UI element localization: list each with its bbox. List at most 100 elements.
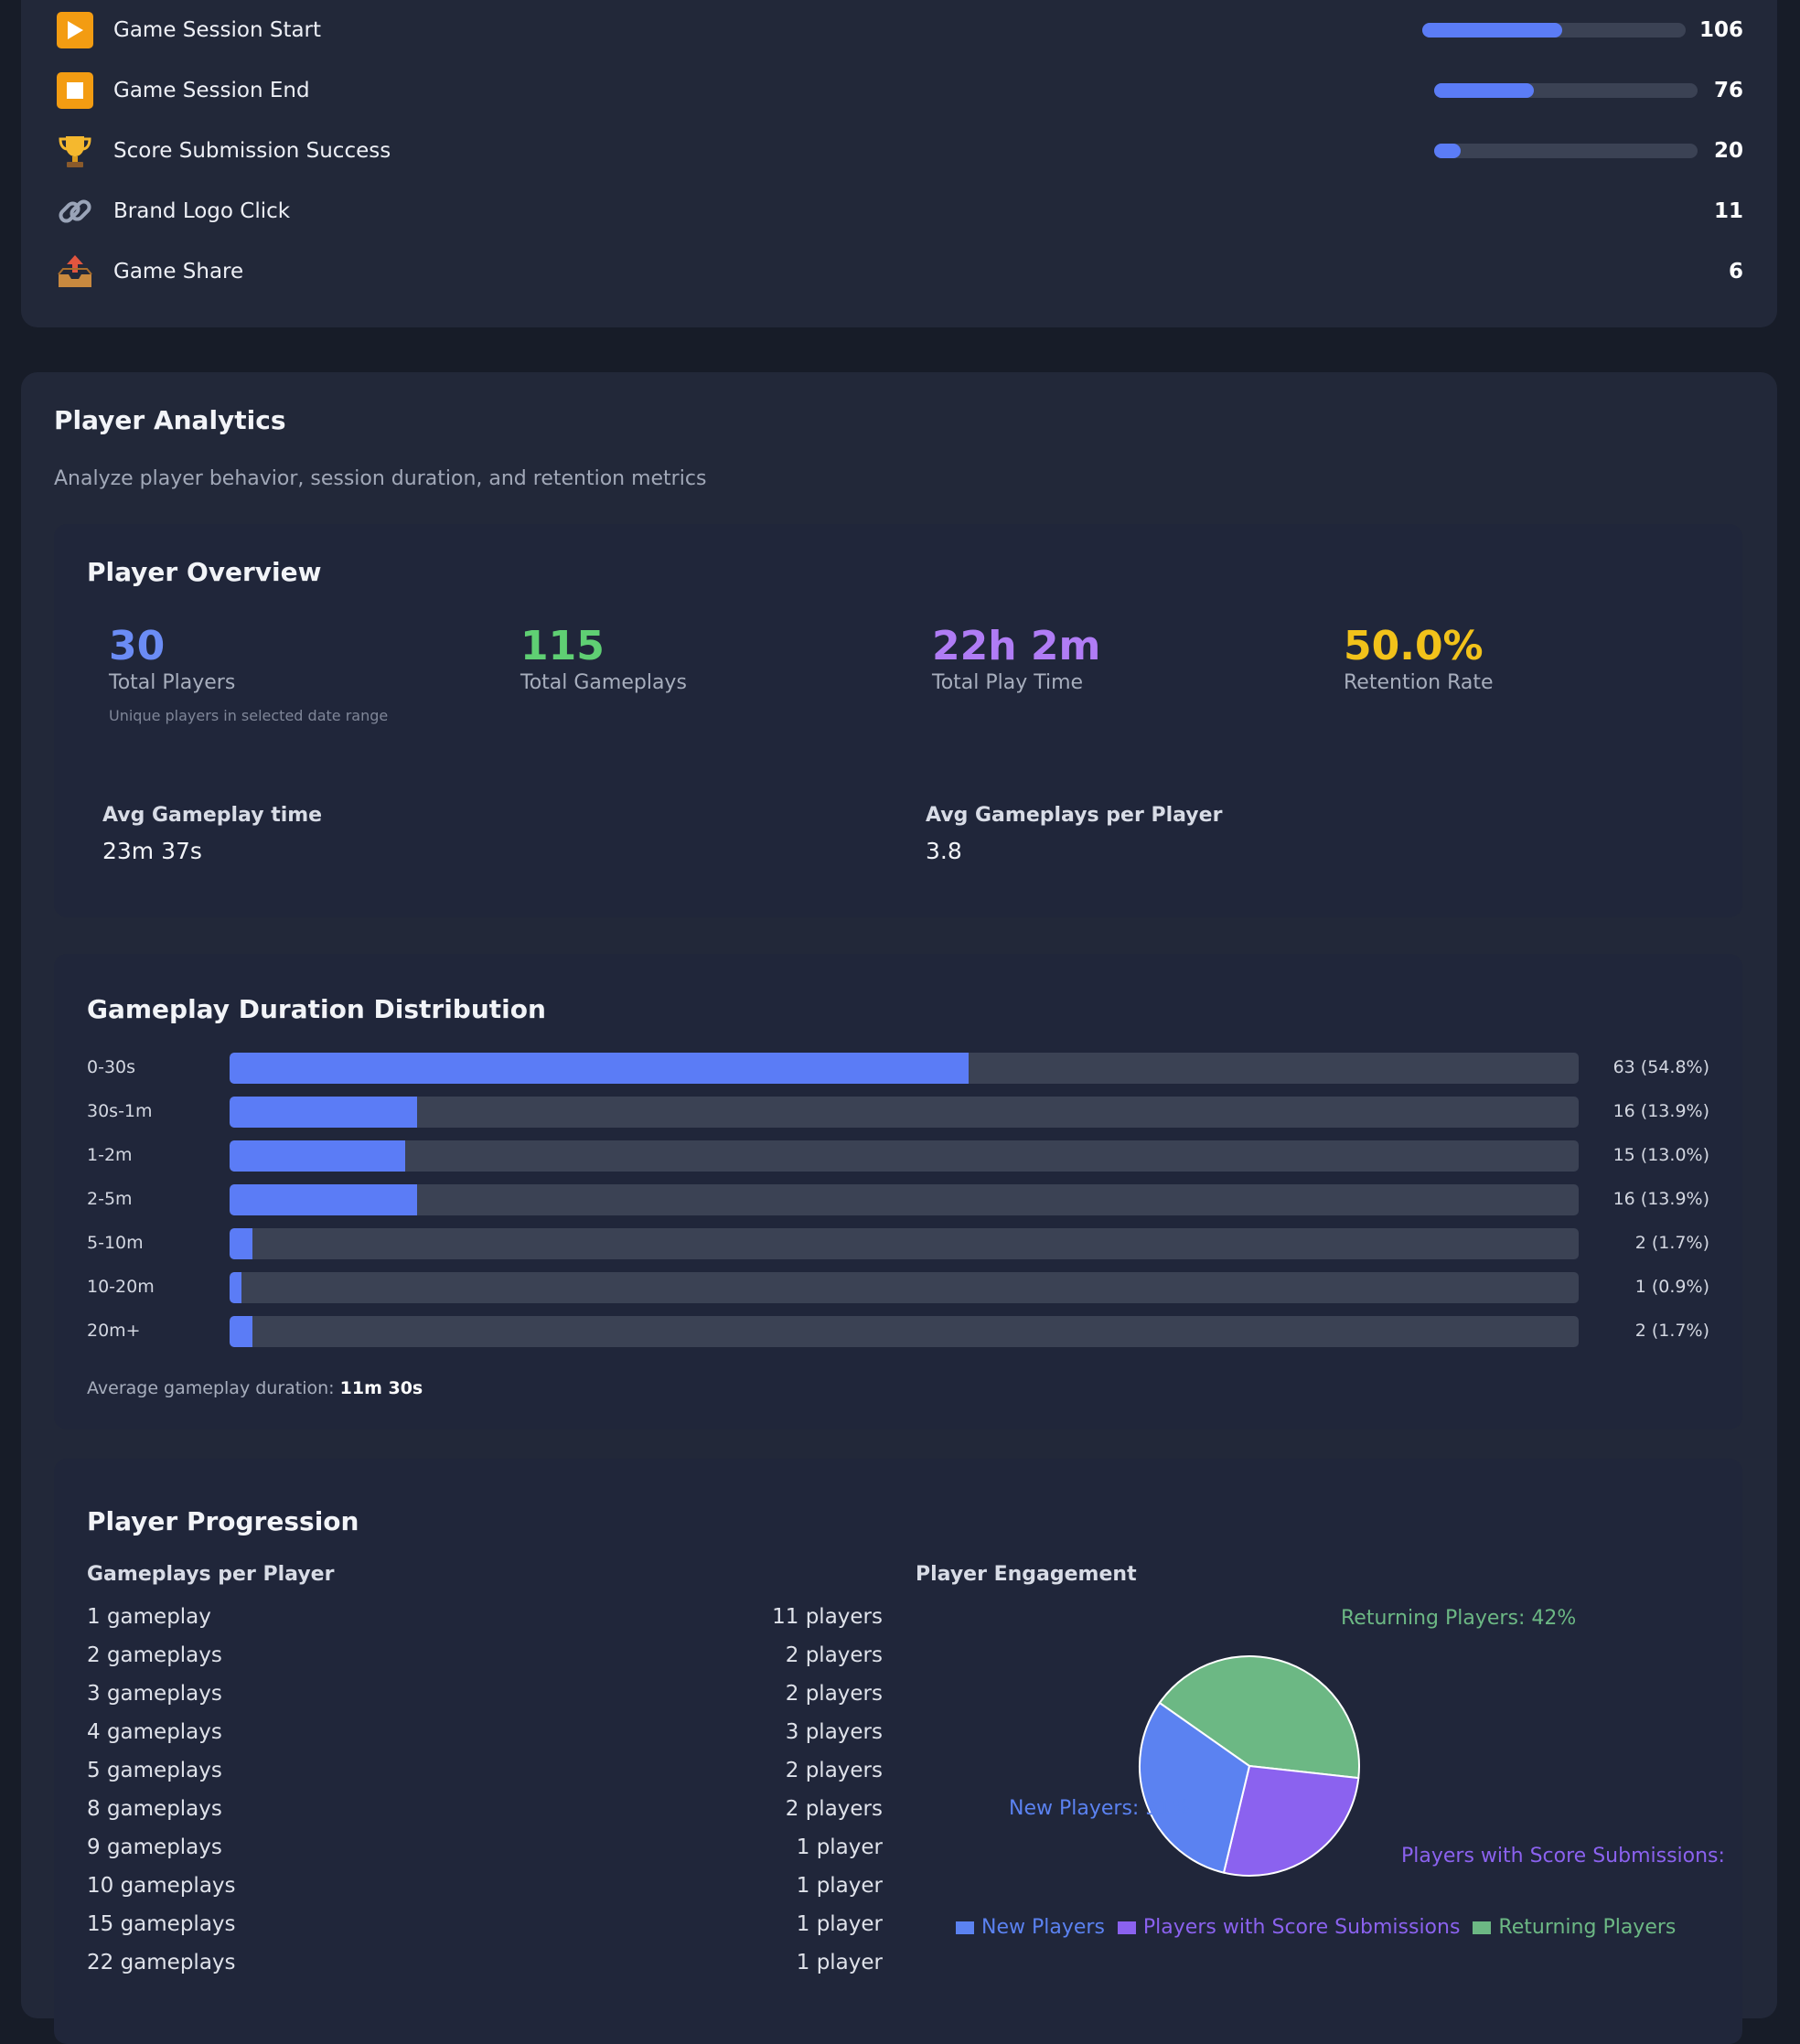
list-item: 1 gameplay 11 players (87, 1605, 883, 1636)
event-progress-bar (1434, 144, 1698, 158)
duration-range: 20m+ (87, 1321, 141, 1341)
event-progress-bar (1434, 83, 1698, 98)
avg-gameplays-per-player: Avg Gameplays per Player 3.8 (926, 804, 1222, 864)
stat-retention-rate: 50.0% Retention Rate (1344, 623, 1746, 694)
gameplay-count: 22 gameplays (87, 1951, 236, 1974)
player-progression-panel: Player Progression Gameplays per Player … (54, 1459, 1742, 2044)
duration-value: 15 (13.0%) (1612, 1145, 1709, 1165)
pie-slice-returning[interactable] (1158, 1655, 1360, 1780)
gameplay-count: 10 gameplays (87, 1874, 236, 1898)
legend-label: Players with Score Submissions (1142, 1916, 1461, 1939)
legend-label: Returning Players (1498, 1916, 1677, 1939)
event-progress-bar (1422, 23, 1686, 37)
player-count: 2 players (785, 1797, 883, 1821)
duration-range: 30s-1m (87, 1101, 153, 1121)
stat-value: 115 (520, 623, 605, 669)
duration-bar-fill (230, 1097, 418, 1128)
duration-range: 1-2m (87, 1145, 133, 1165)
player-count: 3 players (785, 1720, 883, 1744)
event-progress-fill (1434, 83, 1535, 98)
player-analytics-card: Player Analytics Analyze player behavior… (21, 372, 1777, 2044)
pie-slice-score-submissions[interactable] (1222, 1764, 1360, 1877)
duration-row: 10-20m 1 (0.9%) (87, 1272, 1709, 1303)
stat-total-gameplays: 115 Total Gameplays (520, 623, 923, 694)
section-title: Player Analytics (54, 405, 286, 435)
stat-label: Total Players (109, 671, 236, 694)
gameplay-count: 9 gameplays (87, 1835, 222, 1859)
stat-label: Retention Rate (1344, 671, 1494, 694)
duration-row: 1-2m 15 (13.0%) (87, 1140, 1709, 1172)
duration-value: 2 (1.7%) (1634, 1233, 1709, 1253)
avg-label: Avg Gameplays per Player (926, 804, 1223, 827)
stat-value: 30 (109, 623, 166, 669)
list-item: 15 gameplays 1 player (87, 1912, 883, 1943)
player-count: 1 player (796, 1912, 883, 1936)
legend-item-returning[interactable]: Returning Players (1473, 1916, 1676, 1939)
event-row: Game Session Start 106 (55, 5, 1743, 56)
panel-title: Gameplay Duration Distribution (87, 994, 546, 1024)
stat-value: 22h 2m (932, 623, 1101, 669)
play-icon (55, 10, 95, 50)
gameplay-count: 5 gameplays (87, 1759, 222, 1782)
gameplay-count: 2 gameplays (87, 1643, 222, 1667)
player-count: 1 player (796, 1835, 883, 1859)
engagement-pie-chart (1139, 1655, 1360, 1877)
list-item: 5 gameplays 2 players (87, 1759, 883, 1790)
event-row: Brand Logo Click 11 (55, 186, 1743, 237)
pie-legend: New Players Players with Score Submissio… (956, 1916, 1688, 1939)
pie-slice-new[interactable] (1139, 1701, 1251, 1874)
gameplays-per-player-header: Gameplays per Player (87, 1563, 335, 1586)
stat-note: Unique players in selected date range (109, 707, 389, 724)
event-row: Score Submission Success 20 (55, 125, 1743, 177)
duration-range: 0-30s (87, 1057, 136, 1077)
stat-label: Total Play Time (932, 671, 1084, 694)
section-subtitle: Analyze player behavior, session duratio… (54, 467, 707, 490)
event-label: Game Share (113, 260, 244, 284)
avg-value: 23m 37s (102, 838, 202, 864)
trophy-icon (55, 131, 95, 171)
gameplay-count: 15 gameplays (87, 1912, 236, 1936)
legend-label: New Players (981, 1916, 1105, 1939)
duration-bar-track (230, 1272, 1579, 1303)
player-count: 1 player (796, 1951, 883, 1974)
duration-row: 20m+ 2 (1.7%) (87, 1316, 1709, 1347)
average-duration: Average gameplay duration: 11m 30s (87, 1378, 423, 1398)
average-duration-value: 11m 30s (339, 1378, 423, 1398)
duration-row: 30s-1m 16 (13.9%) (87, 1097, 1709, 1128)
duration-bar-fill (230, 1184, 418, 1215)
duration-range: 10-20m (87, 1277, 155, 1297)
player-count: 2 players (785, 1759, 883, 1782)
list-item: 2 gameplays 2 players (87, 1643, 883, 1675)
event-label: Game Session Start (113, 18, 322, 42)
duration-row: 0-30s 63 (54.8%) (87, 1053, 1709, 1084)
duration-bar-fill (230, 1272, 242, 1303)
legend-item-new[interactable]: New Players (956, 1916, 1105, 1939)
player-count: 2 players (785, 1682, 883, 1706)
event-count: 11 (1713, 199, 1743, 223)
panel-title: Player Overview (87, 557, 322, 587)
duration-bar-fill (230, 1140, 405, 1172)
stat-value: 50.0% (1344, 623, 1484, 669)
list-item: 4 gameplays 3 players (87, 1720, 883, 1751)
duration-distribution-panel: Gameplay Duration Distribution 0-30s 63 (… (54, 954, 1742, 1429)
duration-value: 2 (1.7%) (1634, 1321, 1709, 1341)
player-overview-panel: Player Overview 30 Total Players Unique … (54, 524, 1742, 917)
list-item: 22 gameplays 1 player (87, 1951, 883, 1982)
duration-range: 2-5m (87, 1189, 133, 1209)
player-count: 2 players (785, 1643, 883, 1667)
stat-total-play-time: 22h 2m Total Play Time (932, 623, 1334, 694)
panel-title: Player Progression (87, 1506, 359, 1536)
link-icon (55, 191, 95, 231)
duration-row: 2-5m 16 (13.9%) (87, 1184, 1709, 1215)
event-count: 6 (1728, 260, 1743, 284)
avg-value: 3.8 (926, 838, 962, 864)
pie-label-score-submissions: Players with Score Submissions: (1401, 1845, 1725, 1867)
duration-bar-track (230, 1140, 1579, 1172)
player-count: 11 players (772, 1605, 883, 1629)
avg-label: Avg Gameplay time (102, 804, 323, 827)
list-item: 10 gameplays 1 player (87, 1874, 883, 1905)
event-progress-fill (1422, 23, 1562, 37)
duration-bar-fill (230, 1228, 253, 1259)
duration-row: 5-10m 2 (1.7%) (87, 1228, 1709, 1259)
legend-item-score[interactable]: Players with Score Submissions (1117, 1916, 1461, 1939)
